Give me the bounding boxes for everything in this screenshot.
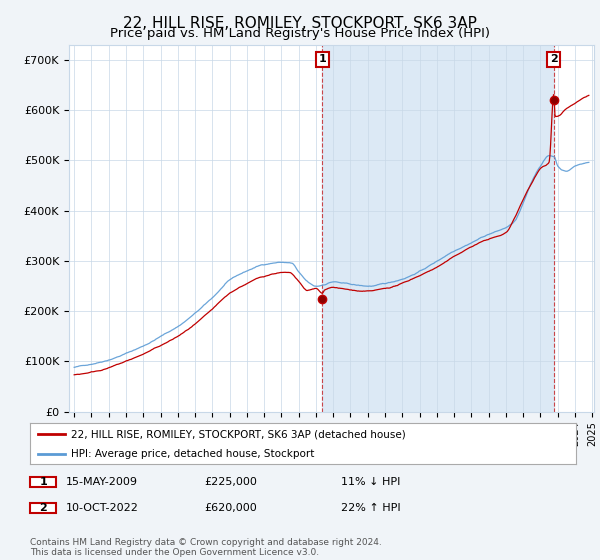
- Text: 22% ↑ HPI: 22% ↑ HPI: [341, 503, 401, 513]
- Text: 1: 1: [39, 477, 47, 487]
- Text: 1: 1: [319, 54, 326, 64]
- Text: 10-OCT-2022: 10-OCT-2022: [65, 503, 139, 513]
- Text: 2: 2: [550, 54, 557, 64]
- Text: Price paid vs. HM Land Registry's House Price Index (HPI): Price paid vs. HM Land Registry's House …: [110, 27, 490, 40]
- Text: 22, HILL RISE, ROMILEY, STOCKPORT, SK6 3AP: 22, HILL RISE, ROMILEY, STOCKPORT, SK6 3…: [123, 16, 477, 31]
- Bar: [322, 45, 554, 412]
- FancyBboxPatch shape: [30, 477, 56, 487]
- Text: Contains HM Land Registry data © Crown copyright and database right 2024.
This d: Contains HM Land Registry data © Crown c…: [30, 538, 382, 557]
- Text: 2: 2: [39, 503, 47, 513]
- Text: £620,000: £620,000: [205, 503, 257, 513]
- Text: HPI: Average price, detached house, Stockport: HPI: Average price, detached house, Stoc…: [71, 449, 314, 459]
- FancyBboxPatch shape: [30, 503, 56, 513]
- Text: 11% ↓ HPI: 11% ↓ HPI: [341, 477, 401, 487]
- Text: 15-MAY-2009: 15-MAY-2009: [65, 477, 137, 487]
- Text: £225,000: £225,000: [205, 477, 257, 487]
- Text: 22, HILL RISE, ROMILEY, STOCKPORT, SK6 3AP (detached house): 22, HILL RISE, ROMILEY, STOCKPORT, SK6 3…: [71, 430, 406, 439]
